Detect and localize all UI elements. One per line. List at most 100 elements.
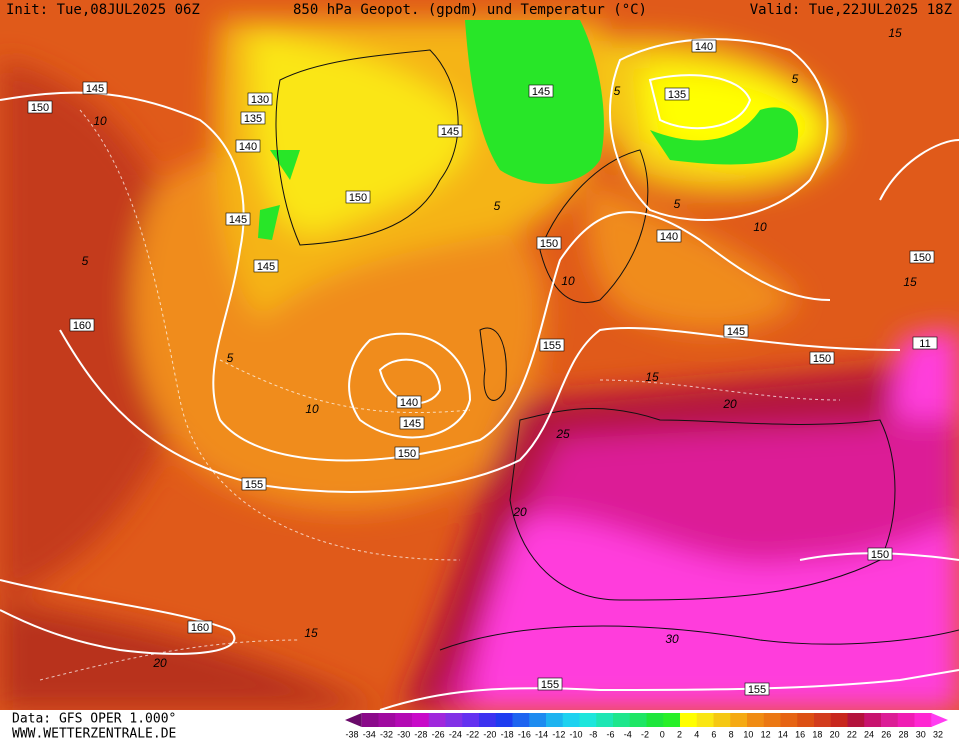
colorbar-label: -32 (380, 729, 393, 739)
label-box (664, 87, 690, 101)
colorbar-swatch (412, 713, 430, 727)
colorbar-swatch (345, 713, 362, 727)
colorbar-swatch (864, 713, 882, 727)
geopotential-label: 150 (813, 353, 831, 365)
geopotential-label: 145 (403, 418, 421, 430)
colorbar-label: -6 (607, 729, 615, 739)
label-box (187, 620, 213, 634)
temperature-label: 20 (152, 656, 167, 670)
temperature-label: 10 (753, 220, 767, 234)
label-box (867, 547, 893, 561)
temperature-labels: 10 5 5 10 5 5 5 5 10 15 15 15 20 25 20 30 15 20 10 (82, 26, 917, 670)
label-box (744, 682, 770, 696)
colorbar-swatch (914, 713, 932, 727)
colorbar-swatch (747, 713, 765, 727)
geopotential-label: 145 (86, 83, 104, 95)
colorbar-label: 0 (660, 729, 665, 739)
colorbar-label: 20 (830, 729, 840, 739)
temperature-label: 20 (512, 505, 527, 519)
label-box (241, 477, 267, 491)
colorbar-label: -38 (345, 729, 358, 739)
geopotential-label: 150 (31, 102, 49, 114)
geopotential-label: 150 (871, 549, 889, 561)
colorbar-swatch (881, 713, 899, 727)
colorbar-label: -26 (432, 729, 445, 739)
label-box (691, 39, 717, 53)
geopotential-label: 130 (251, 94, 269, 106)
colorbar-label: 30 (916, 729, 926, 739)
temperature-label: 5 (494, 199, 501, 213)
temperature-label: 15 (304, 626, 318, 640)
temperature-field (0, 0, 959, 710)
label-box (396, 395, 422, 409)
geopotential-label: 145 (229, 214, 247, 226)
colorbar-label: 22 (847, 729, 857, 739)
colorbar-swatch (445, 713, 463, 727)
temperature-label: 25 (555, 427, 570, 441)
colorbar: -38 -34 -32 -30 -28 -26 -24 -22 -20 -18 -16 -14 -12-… (345, 713, 948, 739)
geopotential-label: 160 (73, 320, 91, 332)
temperature-label: 20 (722, 397, 737, 411)
colorbar-label: 4 (694, 729, 699, 739)
temperature-label: 30 (665, 632, 679, 646)
temperature-label: 5 (674, 197, 681, 211)
colorbar-swatch (546, 713, 564, 727)
temperature-label: 10 (561, 274, 575, 288)
label-box (399, 416, 425, 430)
geopotential-labels: 145 150 130 135 140 145 145 160 150 145 145 140 135 1… (27, 39, 938, 696)
label-box (909, 250, 935, 264)
colorbar-label: 14 (778, 729, 788, 739)
colorbar-label: 12 (761, 729, 771, 739)
init-time: Init: Tue,08JUL2025 06Z (6, 2, 200, 18)
colorbar-swatch (797, 713, 815, 727)
geopotential-label: 140 (400, 397, 418, 409)
temperature-label: 5 (614, 84, 621, 98)
geopotential-label: 160 (191, 622, 209, 634)
colorbar-swatch (814, 713, 832, 727)
isotherms (39, 109, 841, 681)
colorbar-swatch (462, 713, 480, 727)
colorbar-label: 2 (677, 729, 682, 739)
colorbar-label: -16 (518, 729, 531, 739)
geopotential-label: 150 (540, 238, 558, 250)
geopotential-label: 150 (349, 192, 367, 204)
label-box (82, 81, 108, 95)
colorbar-label: -34 (363, 729, 376, 739)
label-box (912, 336, 938, 350)
label-box (723, 324, 749, 338)
geopotential-label: 145 (441, 126, 459, 138)
colorbar-swatch (579, 713, 597, 727)
geopotential-label: 135 (668, 89, 686, 101)
geopotential-label: 140 (695, 41, 713, 53)
label-box (235, 139, 261, 153)
label-box (528, 84, 554, 98)
colorbar-label: -24 (449, 729, 462, 739)
colorbar-swatch (713, 713, 731, 727)
colorbar-label: 6 (711, 729, 716, 739)
colorbar-label: 26 (881, 729, 891, 739)
colorbar-swatch (479, 713, 497, 727)
valid-time: Valid: Tue,22JUL2025 18Z (750, 2, 952, 18)
colorbar-swatch (780, 713, 798, 727)
colorbar-swatch (596, 713, 614, 727)
geopotential-label: 155 (543, 340, 561, 352)
temperature-label: 5 (792, 72, 799, 86)
geopotential-label: 135 (244, 113, 262, 125)
temperature-label: 15 (903, 275, 917, 289)
colorbar-swatch (613, 713, 631, 727)
label-box (539, 338, 565, 352)
label-box (536, 236, 562, 250)
label-box (27, 100, 53, 114)
colorbar-swatch (663, 713, 681, 727)
geopotential-label: 155 (748, 684, 766, 696)
colorbar-swatch (646, 713, 664, 727)
colorbar-swatch (680, 713, 698, 727)
geopotential-label: 140 (660, 231, 678, 243)
colorbar-swatch (696, 713, 714, 727)
label-box (394, 446, 420, 460)
label-box (437, 124, 463, 138)
colorbar-swatch (931, 713, 948, 727)
colorbar-label: 8 (729, 729, 734, 739)
